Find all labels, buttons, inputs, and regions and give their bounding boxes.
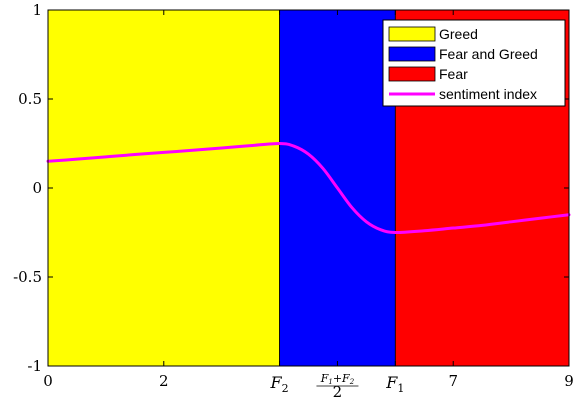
chart-line-layer <box>46 141 571 235</box>
x-tick-label: 0 <box>43 372 53 390</box>
legend-label-fear-and-greed: Fear and Greed <box>439 46 538 62</box>
y-tick-label: -1 <box>27 357 42 375</box>
svg-text:2: 2 <box>333 383 343 401</box>
y-tick-label: 0 <box>32 179 42 197</box>
legend-label-fear: Fear <box>439 66 468 82</box>
y-tick-label: -0.5 <box>13 268 42 286</box>
legend-label-greed: Greed <box>439 26 478 42</box>
y-tick-label: 0.5 <box>18 90 42 108</box>
legend-swatch-fear-and-greed <box>388 46 436 62</box>
legend-swatch-fear <box>388 66 436 82</box>
y-tick-label: 1 <box>32 1 42 19</box>
x-tick-label-fraction: F1+F22 <box>316 372 359 401</box>
x-tick-label: 2 <box>159 372 169 390</box>
legend-label-sentiment-index: sentiment index <box>439 86 537 102</box>
x-tick-label: F1 <box>385 373 404 395</box>
series-line-sentiment-index <box>46 141 571 235</box>
svg-text:F1+F2: F1+F2 <box>320 372 355 386</box>
chart-legend: Greed Fear and Greed Fear sentiment index <box>382 19 566 107</box>
x-tick-label: 9 <box>564 372 574 390</box>
x-tick-label: F2 <box>270 373 289 395</box>
x-tick-label: 7 <box>448 372 458 390</box>
legend-swatch-greed <box>388 26 436 42</box>
region-greed <box>47 9 280 367</box>
